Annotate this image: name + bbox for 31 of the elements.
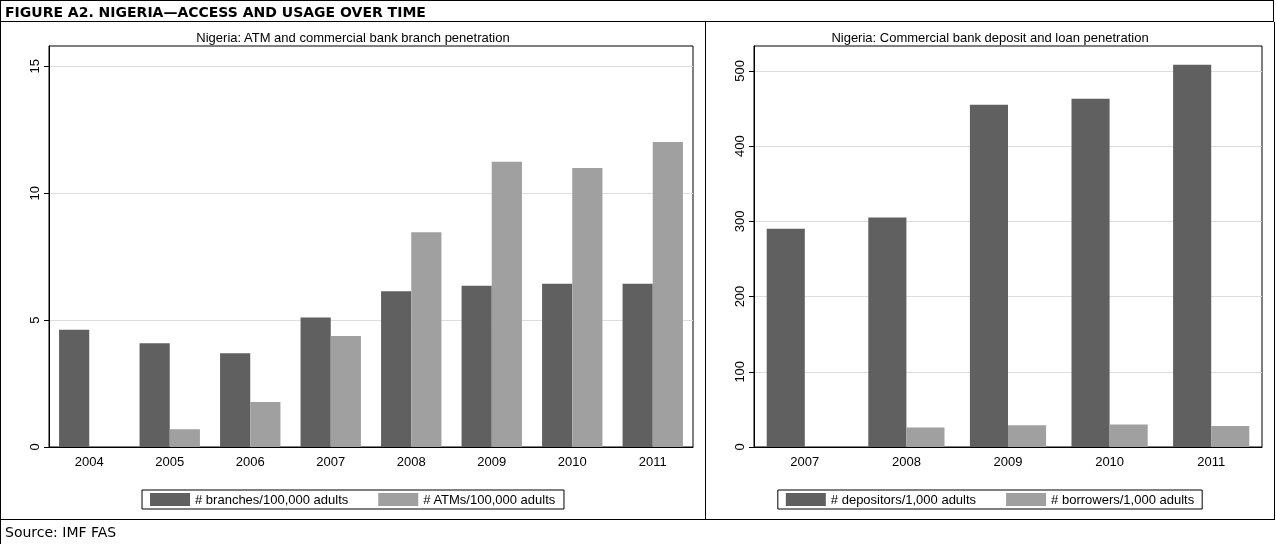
y-tick-label: 0: [27, 443, 42, 451]
y-tick-label: 400: [732, 135, 747, 157]
y-tick-label: 500: [732, 59, 747, 82]
y-tick-label: 200: [732, 285, 747, 308]
x-tick-label: 2010: [557, 454, 587, 469]
y-tick-label: 10: [27, 185, 42, 201]
caption: FIGURE A2. NIGERIA—ACCESS AND USAGE OVER TIME: [0, 0, 1274, 22]
y-tick-label: 5: [27, 316, 42, 324]
x-tick-label: 2006: [235, 454, 265, 469]
legend-label: # ATMs/100,000 adults: [423, 492, 556, 507]
x-tick-label: 2004: [74, 454, 104, 469]
legend-label: # branches/100,000 adults: [195, 492, 349, 507]
x-tick-label: 2010: [1095, 454, 1125, 469]
x-tick-label: 2011: [638, 454, 667, 469]
x-tick-label: 2009: [477, 454, 507, 469]
legend-label: # depositors/1,000 adults: [830, 492, 977, 507]
y-tick-label: 300: [732, 210, 747, 233]
legend-label: # borrowers/1,000 adults: [1051, 492, 1195, 507]
x-tick-label: 2007: [316, 454, 346, 469]
chart-title: Nigeria: ATM and commercial bank branch penetration: [196, 30, 510, 45]
chart-title: Nigeria: Commercial bank deposit and loan penetration: [831, 30, 1149, 45]
y-tick-label: 0: [732, 443, 747, 451]
x-tick-label: 2011: [1197, 454, 1226, 469]
x-tick-label: 2007: [790, 454, 820, 469]
x-tick-label: 2005: [155, 454, 185, 469]
y-tick-label: 15: [27, 59, 42, 74]
source-note: Source: IMF FAS: [0, 520, 1274, 544]
y-tick-label: 100: [732, 360, 747, 383]
x-tick-label: 2008: [891, 454, 921, 469]
x-tick-label: 2008: [396, 454, 426, 469]
x-tick-label: 2009: [993, 454, 1023, 469]
